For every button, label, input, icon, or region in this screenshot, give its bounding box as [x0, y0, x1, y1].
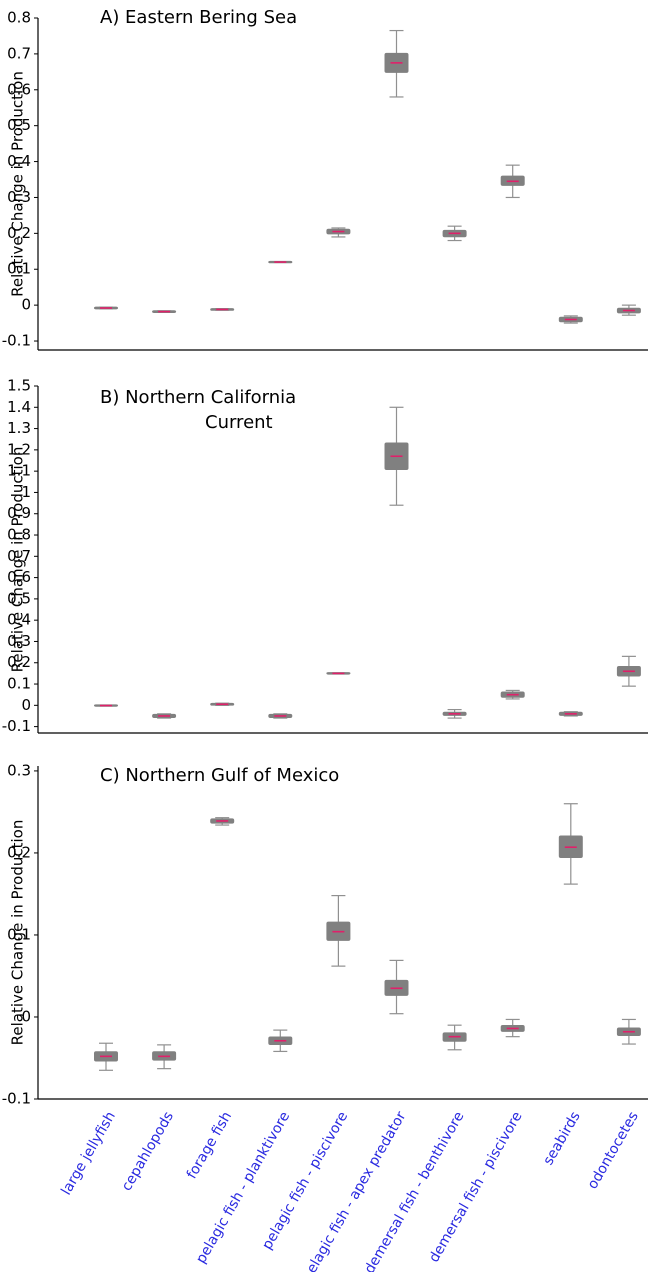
y-tick-label: 0.9 [7, 504, 31, 522]
y-tick-label: 1.1 [7, 462, 31, 480]
y-tick-label: 0.2 [7, 653, 31, 671]
x-tick-label: cepahlopods [119, 1109, 177, 1194]
x-tick-label: forage fish [184, 1109, 235, 1182]
x-tick-label: pelagic fish - apex predator [299, 1109, 409, 1272]
y-tick-label: 0.2 [7, 224, 31, 242]
y-tick-label: 0.7 [7, 44, 31, 62]
y-axis-label: Relative Change in Production [9, 447, 27, 673]
y-tick-label: 1.4 [7, 398, 31, 416]
x-tick-label: odontocetes [585, 1109, 642, 1192]
y-tick-label: 1.2 [7, 440, 31, 458]
y-tick-label: 1.5 [7, 377, 31, 395]
y-tick-label: 0.1 [7, 675, 31, 693]
y-tick-label: 0.4 [7, 611, 31, 629]
y-tick-label: -0.1 [2, 1090, 31, 1108]
y-tick-label: 0.1 [7, 260, 31, 278]
y-tick-label: 0.2 [7, 843, 31, 861]
y-tick-label: -0.1 [2, 332, 31, 350]
y-tick-label: 0 [21, 1007, 31, 1025]
x-tick-label: seabirds [540, 1109, 583, 1168]
y-tick-label: 1 [21, 483, 31, 501]
y-tick-label: 0.8 [7, 9, 31, 27]
y-tick-label: 0 [21, 296, 31, 314]
y-tick-label: 0.6 [7, 568, 31, 586]
y-tick-label: 0.6 [7, 80, 31, 98]
y-axis-label: Relative Change in Production [9, 71, 27, 297]
y-tick-label: 0.1 [7, 925, 31, 943]
y-tick-label: -0.1 [2, 717, 31, 735]
y-tick-label: 0.3 [7, 188, 31, 206]
y-tick-label: 0.5 [7, 589, 31, 607]
x-tick-label: large jellyfish [58, 1109, 119, 1198]
y-tick-label: 0 [21, 696, 31, 714]
panel-title: Current [205, 412, 273, 433]
panel-title: B) Northern California [100, 387, 296, 408]
y-tick-label: 1.3 [7, 419, 31, 437]
y-tick-label: 0.8 [7, 526, 31, 544]
y-tick-label: 0.3 [7, 761, 31, 779]
x-tick-label: demersal fish - benthivore [362, 1109, 468, 1272]
y-tick-label: 0.3 [7, 632, 31, 650]
y-tick-label: 0.7 [7, 547, 31, 565]
y-axis-label: Relative Change in Production [9, 820, 27, 1046]
panel-title: A) Eastern Bering Sea [100, 7, 297, 28]
panel-title: C) Northern Gulf of Mexico [100, 765, 339, 786]
y-tick-label: 0.4 [7, 152, 31, 170]
y-tick-label: 0.5 [7, 116, 31, 134]
